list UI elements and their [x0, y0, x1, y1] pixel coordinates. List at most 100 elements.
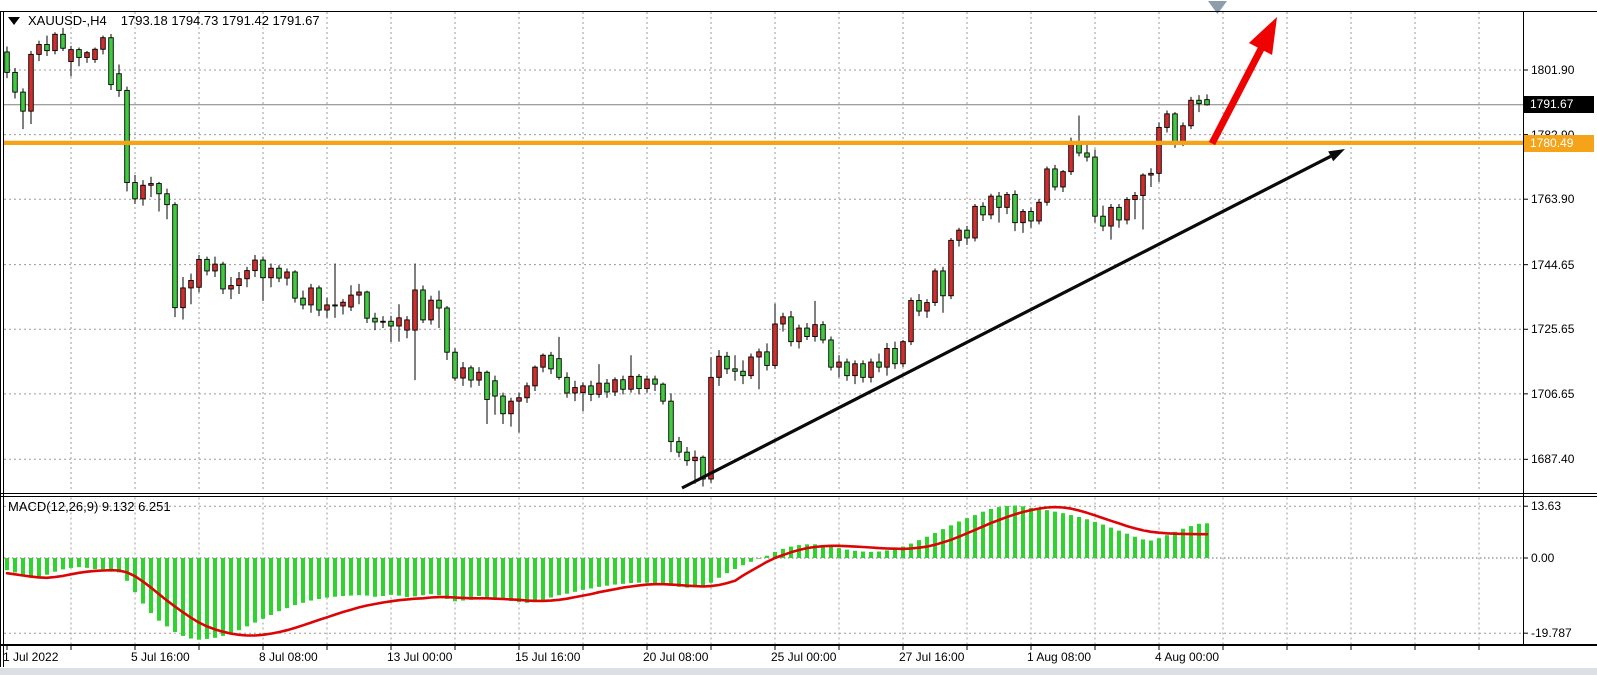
candle-body — [236, 278, 242, 287]
macd-bar — [997, 507, 1001, 558]
candle-body — [532, 366, 538, 387]
macd-bar — [1189, 526, 1193, 558]
time-axis-label: 8 Jul 08:00 — [259, 650, 318, 664]
macd-bar — [533, 558, 537, 602]
macd-bar — [989, 508, 993, 558]
candle-body — [516, 397, 522, 402]
trend-arrow-shaft — [681, 154, 1332, 490]
macd-bar — [709, 558, 713, 583]
macd-bottom-border — [0, 644, 1597, 646]
chart-shift-marker-icon[interactable] — [1208, 1, 1227, 14]
macd-indicator-label: MACD(12,26,9) 9.132 6.251 — [8, 499, 171, 514]
candle-body — [1036, 201, 1042, 222]
candle-body — [1196, 99, 1202, 105]
macd-bar — [1093, 521, 1097, 558]
macd-axis-label: 0.00 — [1531, 551, 1555, 565]
macd-bar — [717, 558, 721, 578]
candle-body — [436, 299, 442, 309]
candle-body — [684, 451, 690, 462]
candle-body — [1124, 199, 1130, 221]
candle-body — [628, 375, 634, 390]
macd-bar — [213, 558, 217, 638]
macd-bar — [1037, 508, 1041, 558]
candle-body — [84, 52, 90, 58]
macd-bar — [1149, 540, 1153, 558]
candle-body — [100, 37, 106, 50]
macd-bar — [685, 558, 689, 588]
macd-bar — [245, 558, 249, 627]
macd-bar — [453, 558, 457, 602]
macd-bar — [205, 558, 209, 639]
candle-body — [564, 376, 570, 394]
macd-bar — [973, 515, 977, 558]
candle-body — [188, 280, 194, 289]
time-axis-label: 4 Aug 00:00 — [1155, 650, 1220, 664]
macd-bar — [893, 548, 897, 558]
trend-arrow[interactable] — [681, 149, 1345, 490]
candle-body — [844, 361, 850, 377]
ohlc-values-label: 1793.18 1794.73 1791.42 1791.67 — [120, 13, 320, 28]
candle-body — [388, 320, 394, 327]
macd-bar — [741, 558, 745, 566]
macd-bar — [1013, 505, 1017, 558]
macd-bar — [573, 558, 577, 592]
candle-body — [156, 183, 162, 195]
macd-bar — [597, 558, 601, 587]
macd-bar — [413, 558, 417, 597]
candle-body — [860, 363, 866, 378]
macd-bar — [173, 558, 177, 633]
candle-body — [780, 316, 786, 325]
macd-bar — [1061, 513, 1065, 558]
horizontal-price-line[interactable] — [4, 140, 1524, 145]
candle-body — [196, 258, 202, 288]
candle-body — [1108, 206, 1114, 227]
candle-body — [692, 456, 698, 462]
macd-bar — [317, 558, 321, 600]
candle-body — [68, 49, 74, 62]
macd-bar — [605, 558, 609, 586]
candle-body — [524, 385, 530, 399]
red-arrow[interactable] — [1208, 17, 1277, 146]
macd-bar — [149, 558, 153, 614]
macd-bar — [917, 540, 921, 558]
candle-body — [1092, 156, 1098, 217]
macd-bar — [629, 558, 633, 584]
macd-bar — [485, 558, 489, 598]
candle-body — [444, 307, 450, 353]
macd-bar — [901, 546, 905, 558]
macd-bar — [157, 558, 161, 621]
candle-body — [604, 382, 610, 393]
bottom-strip — [0, 668, 1597, 675]
candle-body — [1172, 113, 1178, 144]
symbol-timeframe-label: XAUUSD-,H4 — [28, 13, 107, 28]
macd-bar — [325, 558, 329, 598]
symbol-dropdown-icon[interactable] — [8, 17, 20, 25]
macd-bar — [501, 558, 505, 600]
macd-bar — [1205, 523, 1209, 558]
candle-body — [740, 370, 746, 377]
macd-bar — [589, 558, 593, 589]
candle-body — [52, 33, 58, 52]
macd-bar — [1157, 538, 1161, 558]
candle-body — [452, 351, 458, 379]
candle-body — [124, 89, 130, 183]
candle-body — [428, 299, 434, 321]
candle-body — [1100, 215, 1106, 227]
macd-histogram-layer — [5, 505, 1209, 640]
candle-body — [260, 259, 266, 279]
candle-body — [1004, 193, 1010, 208]
macd-bar — [821, 545, 825, 558]
macd-bar — [437, 558, 441, 596]
candle-body — [916, 300, 922, 312]
macd-signal-line[interactable] — [5, 505, 1209, 637]
macd-bar — [829, 546, 833, 558]
candle-body — [716, 355, 722, 378]
macd-bar — [1117, 530, 1121, 558]
candle-body — [900, 341, 906, 365]
macd-bar — [237, 558, 241, 631]
macd-bar — [445, 558, 449, 600]
candle-body — [412, 289, 418, 331]
candle-body — [708, 376, 714, 480]
